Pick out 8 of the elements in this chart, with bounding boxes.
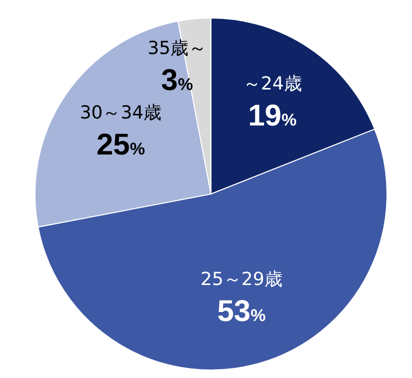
data-label: 19% [248, 100, 297, 133]
slice-label: 35歳～ [148, 38, 207, 59]
slice-label: 30～34歳 [80, 102, 162, 124]
slice-label: ～24歳 [242, 74, 302, 95]
data-label: 53% [217, 294, 266, 328]
data-label: 3% [161, 64, 193, 97]
slice-label: 25～29歳 [200, 268, 282, 290]
data-label: 25% [96, 128, 145, 162]
